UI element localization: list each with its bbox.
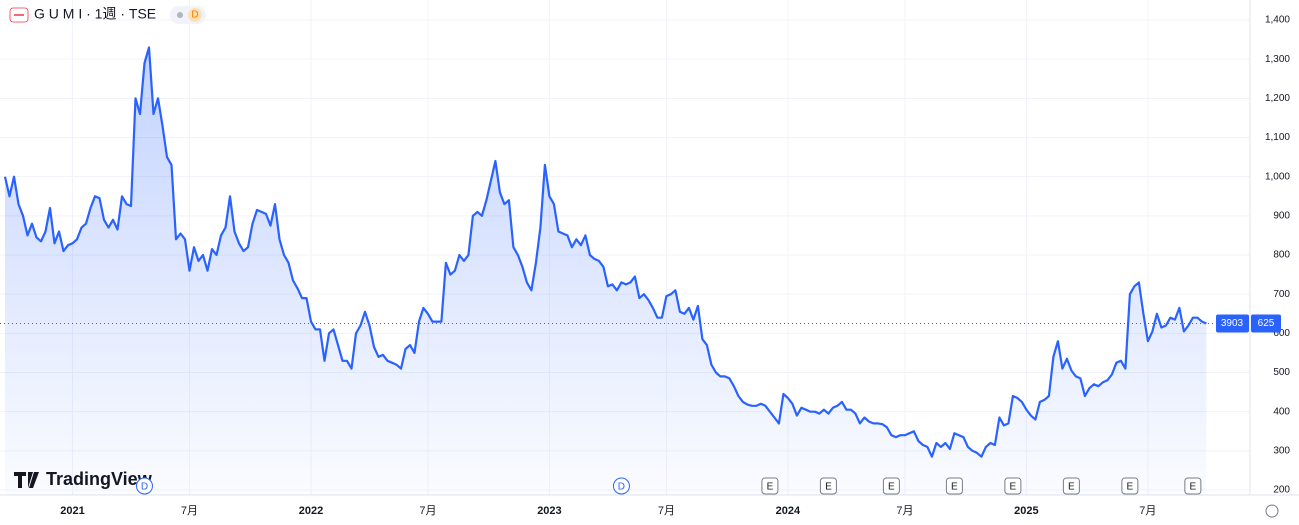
y-tick-label: 400 bbox=[1273, 406, 1290, 417]
chart-title: G U M I · 1週 · TSE bbox=[34, 6, 156, 22]
earnings-marker bbox=[882, 477, 900, 495]
event-label: E bbox=[1127, 482, 1134, 493]
y-tick-label: 800 bbox=[1273, 250, 1290, 261]
badge-circle bbox=[188, 8, 202, 22]
y-tick-label: 500 bbox=[1273, 367, 1290, 378]
symbol-code-box bbox=[1216, 314, 1249, 333]
symbol-code: 3903 bbox=[1221, 318, 1244, 329]
event-label: D bbox=[618, 482, 625, 493]
event-label: E bbox=[1190, 482, 1197, 493]
earnings-marker bbox=[1121, 477, 1139, 495]
settings-icon[interactable] bbox=[1265, 504, 1279, 518]
price-line bbox=[3, 46, 1207, 458]
event-label: E bbox=[1010, 482, 1017, 493]
badge-label: D bbox=[191, 10, 198, 21]
earnings-marker bbox=[761, 477, 779, 495]
earnings-marker bbox=[819, 477, 837, 495]
x-tick-label: 7月 bbox=[181, 505, 198, 517]
dividend-marker bbox=[612, 477, 630, 495]
x-tick-label: 2025 bbox=[1014, 505, 1038, 517]
earnings-marker bbox=[1062, 477, 1080, 495]
y-tick-label: 1,300 bbox=[1265, 54, 1290, 65]
event-label: E bbox=[767, 482, 774, 493]
brand-logo bbox=[14, 472, 39, 488]
y-tick-label: 700 bbox=[1273, 289, 1290, 300]
event-label: E bbox=[1068, 482, 1075, 493]
earnings-marker bbox=[945, 477, 963, 495]
last-price-label: 625 bbox=[1258, 318, 1275, 329]
badge-dot bbox=[177, 12, 183, 18]
x-tick-label: 7月 bbox=[896, 505, 913, 517]
y-tick-label: 300 bbox=[1273, 445, 1290, 456]
y-tick-label: 600 bbox=[1273, 328, 1290, 339]
plot bbox=[3, 46, 1207, 496]
event-label: E bbox=[825, 482, 832, 493]
y-tick-label: 1,100 bbox=[1265, 132, 1290, 143]
y-tick-label: 1,000 bbox=[1265, 171, 1290, 182]
event-label: D bbox=[141, 482, 148, 493]
x-tick-label: 2023 bbox=[537, 505, 561, 517]
event-label: E bbox=[951, 482, 958, 493]
earnings-marker bbox=[1184, 477, 1202, 495]
x-tick-label: 2021 bbox=[60, 505, 84, 517]
y-tick-label: 900 bbox=[1273, 210, 1290, 221]
brand: TradingView bbox=[46, 469, 153, 489]
x-tick-label: 2022 bbox=[299, 505, 323, 517]
earnings-marker bbox=[1004, 477, 1022, 495]
x-tick-label: 7月 bbox=[658, 505, 675, 517]
area bbox=[5, 47, 1207, 496]
x-tick-label: 2024 bbox=[776, 505, 801, 517]
x-tick-label: 7月 bbox=[419, 505, 436, 517]
dividend-marker bbox=[135, 477, 153, 495]
event-label: E bbox=[888, 482, 895, 493]
last-price-box bbox=[1251, 314, 1281, 333]
y-tick-label: 200 bbox=[1273, 485, 1290, 496]
y-tick-label: 1,400 bbox=[1265, 15, 1290, 26]
x-tick-label: 7月 bbox=[1139, 505, 1156, 517]
y-tick-label: 1,200 bbox=[1265, 93, 1290, 104]
